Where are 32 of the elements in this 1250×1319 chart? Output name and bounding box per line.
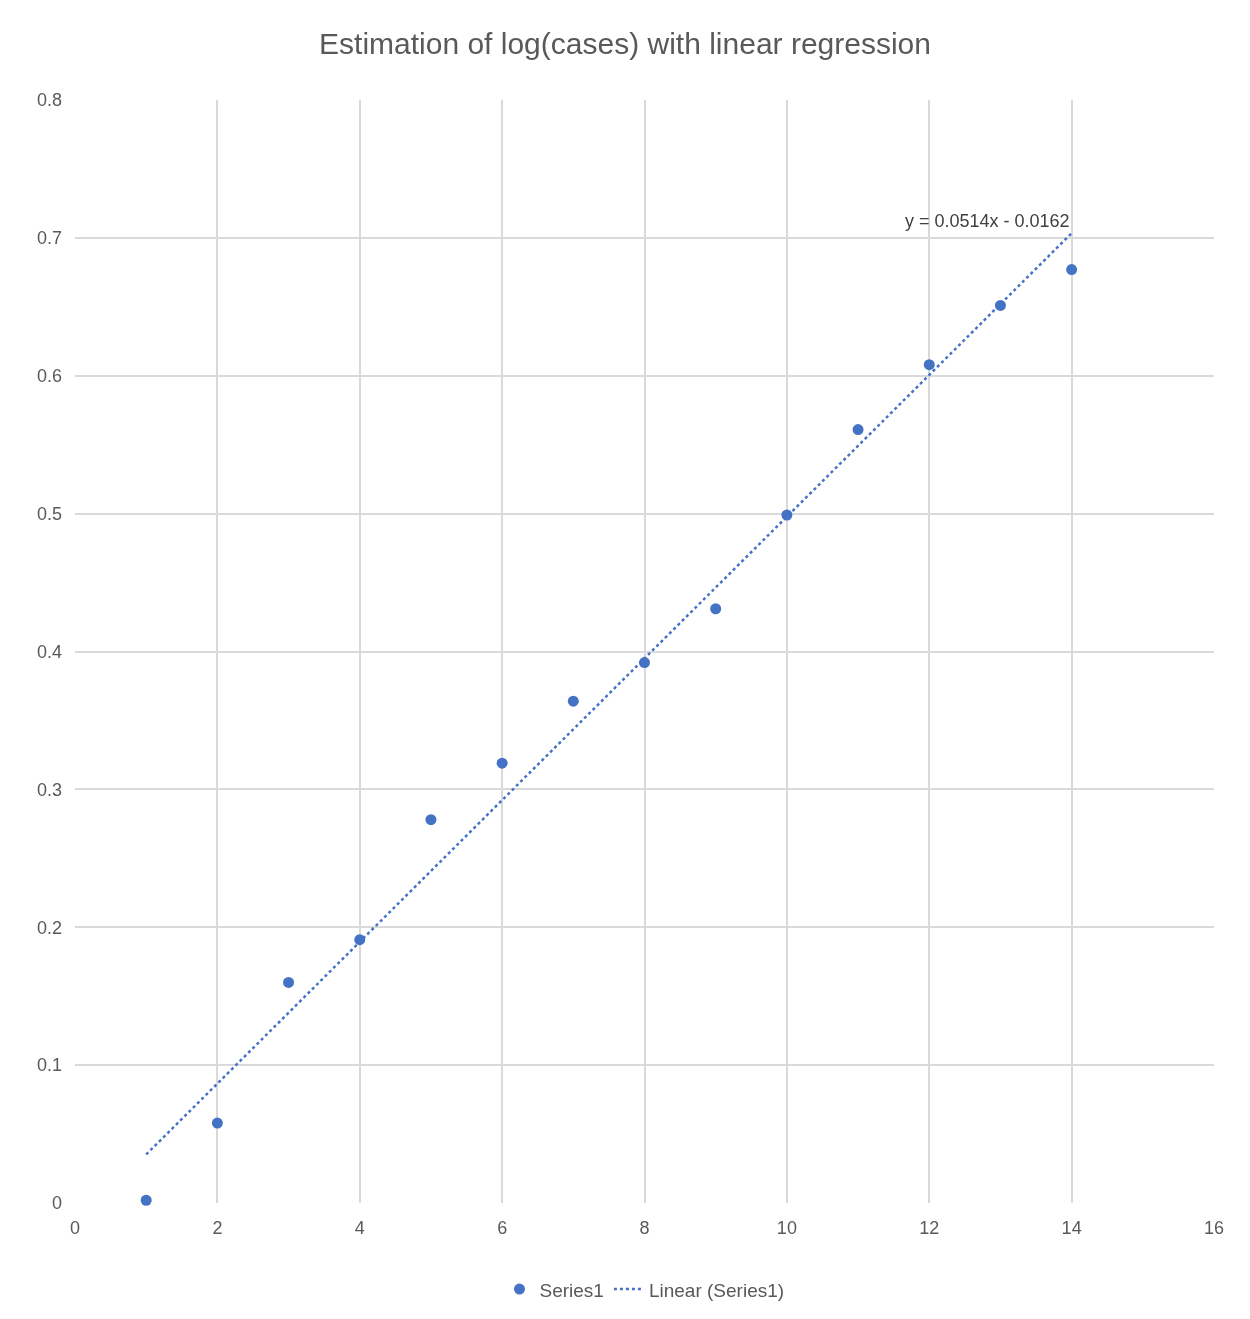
point xyxy=(496,757,508,769)
y-tick-label: 0.6 xyxy=(36,366,62,387)
y-tick-label: 0.4 xyxy=(36,641,62,662)
legend-label: Series1 xyxy=(539,1279,604,1301)
point xyxy=(852,424,864,436)
x-tick-label: 8 xyxy=(639,1218,650,1238)
x-tick-label: 2 xyxy=(212,1218,223,1238)
annotation: y = 0.0514x - 0.0162 xyxy=(905,211,1070,231)
x-tick-label: 14 xyxy=(1061,1218,1082,1238)
y-tick-label: 0.8 xyxy=(36,90,62,111)
x-tick-label: 0 xyxy=(69,1218,81,1238)
y-tick-label: 0.7 xyxy=(36,228,62,249)
y-tick-label: 0 xyxy=(51,1193,62,1214)
chart-title: Estimation of log(cases) with linear regression xyxy=(319,26,931,60)
y-tick-label: 0.1 xyxy=(36,1055,62,1076)
point xyxy=(425,814,437,826)
y-tick-label: 0.3 xyxy=(36,779,62,800)
point xyxy=(140,1194,152,1206)
point xyxy=(710,603,722,615)
y-tick-label: 0.2 xyxy=(36,917,62,938)
x-tick-label: 10 xyxy=(776,1218,797,1238)
point xyxy=(923,359,935,371)
legend-label: Linear (Series1) xyxy=(648,1279,785,1301)
point xyxy=(211,1117,223,1129)
point xyxy=(283,976,295,988)
x-tick-label: 12 xyxy=(919,1218,940,1238)
point xyxy=(567,695,579,707)
x-tick-label: 4 xyxy=(354,1218,365,1238)
point xyxy=(1066,264,1078,276)
y-tick-label: 0.5 xyxy=(36,503,62,524)
x-tick-label: 16 xyxy=(1203,1218,1225,1238)
x-tick-label: 6 xyxy=(497,1218,508,1238)
